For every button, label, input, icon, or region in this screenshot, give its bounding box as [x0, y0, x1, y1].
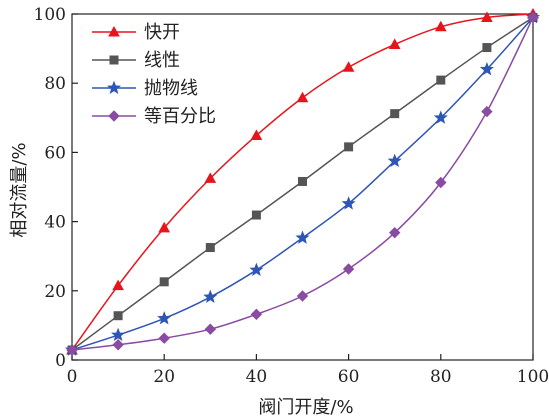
y-tick-label: 40 — [44, 213, 66, 233]
data-point — [433, 110, 448, 124]
data-point — [112, 279, 124, 291]
x-tick-label: 100 — [517, 367, 549, 387]
y-tick-label: 20 — [44, 282, 66, 302]
legend-label: 快开 — [144, 22, 180, 43]
data-point — [388, 226, 401, 239]
data-point — [387, 153, 402, 168]
legend-entry: 快开 — [92, 22, 180, 43]
data-point — [112, 339, 124, 351]
data-point — [435, 176, 447, 189]
data-point — [342, 263, 355, 275]
x-axis-title: 阀门开度/% — [258, 397, 353, 418]
data-point — [436, 75, 446, 85]
legend-entry: 线性 — [92, 50, 180, 71]
data-point — [205, 243, 215, 253]
legend-marker — [108, 110, 120, 122]
data-point — [295, 230, 310, 244]
legend-label: 抛物线 — [144, 78, 198, 99]
data-point — [251, 210, 261, 220]
data-point — [481, 11, 493, 22]
data-point — [159, 277, 169, 287]
data-point — [390, 109, 400, 119]
y-tick-label: 0 — [55, 351, 66, 371]
legend-marker — [109, 55, 119, 65]
data-point — [249, 262, 264, 276]
series-2 — [67, 12, 538, 355]
legend-entry: 抛物线 — [92, 78, 198, 99]
data-point — [296, 290, 309, 302]
series-line — [71, 17, 534, 351]
data-point — [527, 11, 539, 24]
legend-entry: 等百分比 — [92, 106, 216, 127]
data-point — [204, 172, 217, 183]
data-point — [250, 129, 263, 140]
y-axis-title: 相对流量/% — [9, 142, 30, 237]
data-point — [204, 323, 217, 335]
x-tick-label: 20 — [153, 367, 175, 387]
legend-marker — [108, 25, 120, 37]
data-point — [434, 20, 447, 32]
data-point — [342, 61, 355, 72]
series-layer — [64, 7, 541, 356]
data-point — [158, 221, 171, 233]
plot-border — [71, 13, 534, 361]
data-point — [344, 142, 354, 152]
y-tick-label: 60 — [44, 143, 66, 163]
legend-label: 等百分比 — [144, 106, 216, 127]
data-point — [296, 91, 309, 103]
data-point — [157, 311, 172, 325]
data-point — [341, 196, 356, 210]
data-point — [113, 311, 123, 321]
data-point — [388, 38, 401, 49]
data-point — [250, 308, 263, 321]
x-tick-label: 60 — [338, 367, 360, 387]
data-point — [158, 332, 170, 344]
data-point — [479, 61, 494, 76]
x-tick-label: 40 — [246, 367, 268, 387]
series-4 — [66, 11, 539, 356]
legend-label: 线性 — [144, 50, 180, 71]
data-point — [66, 344, 78, 356]
data-point — [203, 289, 218, 303]
data-point — [298, 176, 307, 186]
data-point — [481, 105, 493, 118]
y-tick-label: 80 — [44, 74, 66, 94]
x-tick-label: 0 — [67, 367, 78, 387]
plot-frame — [71, 13, 534, 361]
x-tick-label: 80 — [430, 367, 452, 387]
axis-ticks: 0 20 40 60 80 100 0 20 40 60 80 100 — [34, 5, 549, 387]
y-tick-label: 100 — [34, 5, 66, 25]
data-point — [111, 327, 126, 342]
legend-marker — [106, 80, 122, 94]
data-point — [482, 43, 492, 53]
